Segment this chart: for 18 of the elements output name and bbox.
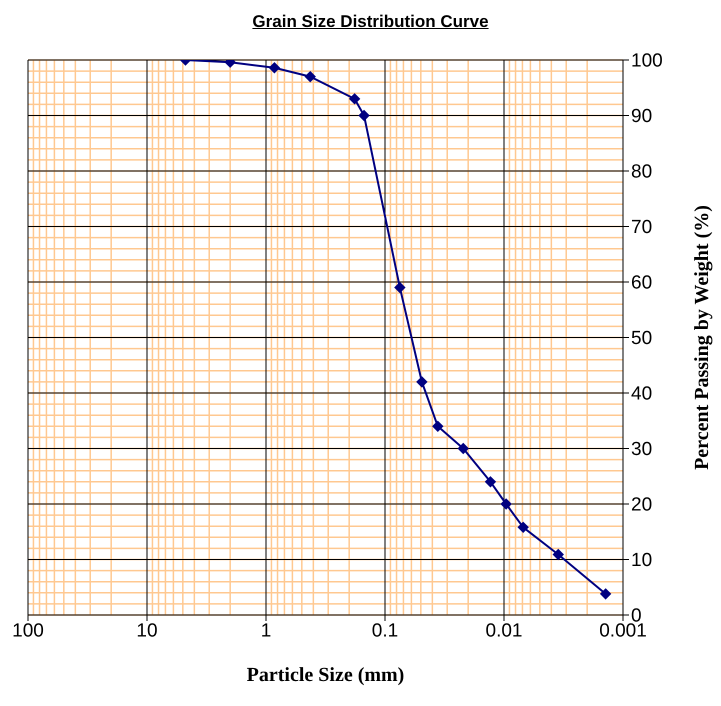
x-tick-label: 10 — [136, 620, 158, 642]
x-axis-title: Particle Size (mm) — [246, 664, 404, 686]
x-tick-label: 1 — [260, 620, 272, 642]
y-tick-label: 60 — [631, 272, 652, 294]
y-tick-label: 90 — [631, 106, 652, 128]
chart-title: Grain Size Distribution Curve — [251, 11, 490, 33]
y-tick-label: 50 — [631, 328, 652, 350]
y-tick-label: 70 — [631, 217, 652, 238]
y-tick-label: 40 — [631, 384, 652, 405]
y-tick-label: 100 — [631, 50, 663, 72]
y-tick-label: 10 — [631, 550, 652, 572]
x-tick-label: 0.1 — [372, 620, 398, 642]
x-tick-label: 0.01 — [486, 620, 522, 642]
y-tick-label: 20 — [631, 494, 652, 516]
y-axis-title: Percent Passing by Weight (%) — [691, 205, 714, 470]
x-tick-label: 100 — [12, 620, 44, 642]
y-tick-label: 30 — [631, 439, 652, 460]
y-tick-label: 80 — [631, 162, 652, 183]
